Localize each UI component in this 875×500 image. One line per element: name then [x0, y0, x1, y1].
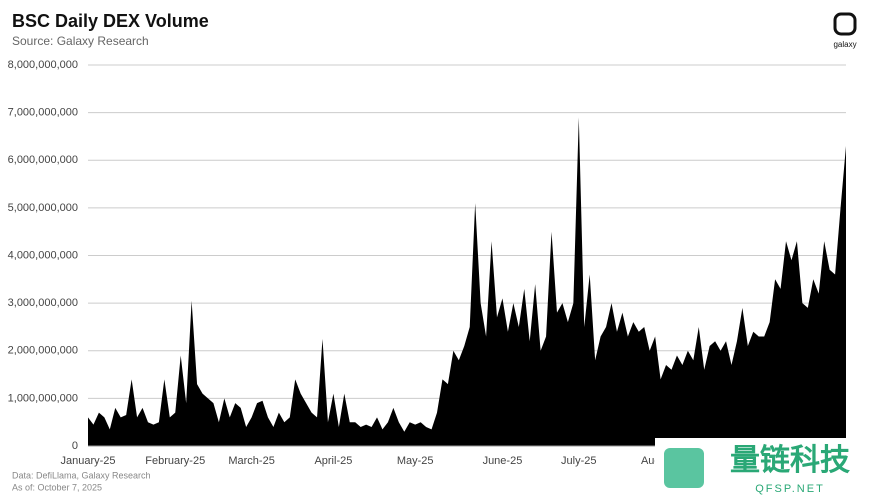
y-tick-label: 8,000,000,000 — [8, 59, 78, 71]
plot-area: 0 1,000,000,000 2,000,000,000 3,000,000,000… — [8, 59, 846, 467]
y-tick-label: 2,000,000,000 — [8, 345, 78, 357]
watermark: 量链科技 QFSP.NET — [655, 438, 875, 500]
watermark-text: 量链科技 — [730, 443, 850, 477]
y-tick-label: 7,000,000,000 — [8, 107, 78, 119]
x-tick-label: March-25 — [228, 455, 274, 467]
y-tick-label: 6,000,000,000 — [8, 154, 78, 166]
y-tick-label: 1,000,000,000 — [8, 392, 78, 404]
x-tick-label: May-25 — [397, 455, 434, 467]
x-tick-label: April-25 — [314, 455, 352, 467]
x-tick-label: July-25 — [561, 455, 596, 467]
chart-title: BSC Daily DEX Volume — [12, 11, 209, 31]
y-tick-label: 3,000,000,000 — [8, 297, 78, 309]
area — [88, 117, 846, 446]
x-tick-label: February-25 — [145, 455, 205, 467]
chart-subtitle: Source: Galaxy Research — [12, 34, 149, 48]
watermark-url: QFSP.NET — [755, 483, 825, 495]
x-tick-label: June-25 — [483, 455, 523, 467]
logo-text: galaxy — [833, 40, 856, 49]
watermark-icon — [664, 448, 704, 488]
x-tick-label: January-25 — [60, 455, 115, 467]
y-tick-label: 0 — [72, 440, 78, 452]
source-note: Data: DefiLlama, Galaxy Research — [12, 470, 151, 480]
y-tick-label: 4,000,000,000 — [8, 249, 78, 261]
y-tick-label: 5,000,000,000 — [8, 202, 78, 214]
logo-icon — [833, 12, 857, 36]
as-of-note: As of: October 7, 2025 — [12, 482, 102, 492]
